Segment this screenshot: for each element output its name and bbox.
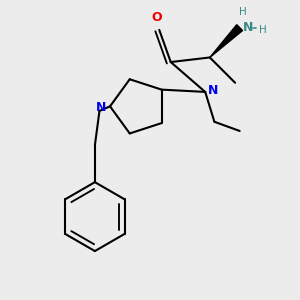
Polygon shape: [210, 25, 243, 58]
Text: H: H: [260, 25, 267, 35]
Text: N: N: [243, 21, 254, 34]
Text: H: H: [238, 7, 246, 17]
Text: O: O: [152, 11, 162, 24]
Text: N: N: [96, 101, 106, 114]
Text: N: N: [208, 85, 218, 98]
